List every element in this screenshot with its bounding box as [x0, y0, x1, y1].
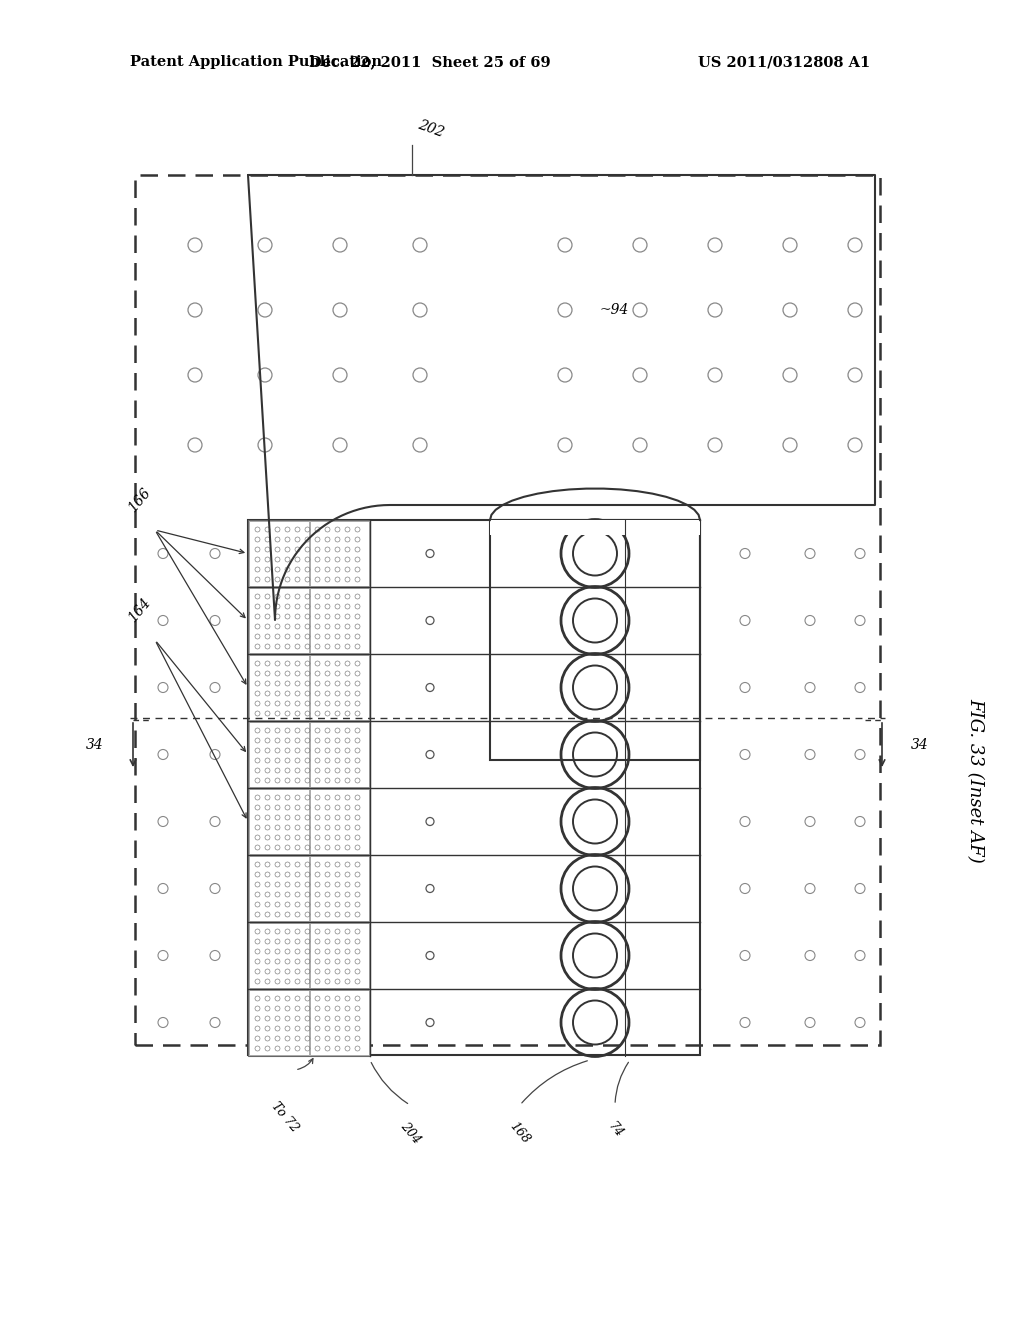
Bar	[310, 855, 369, 921]
Text: US 2011/0312808 A1: US 2011/0312808 A1	[697, 55, 870, 69]
Bar	[248, 721, 370, 788]
Bar	[248, 653, 370, 721]
Text: 168: 168	[507, 1119, 532, 1147]
Bar	[248, 989, 370, 1056]
Text: 166: 166	[126, 486, 154, 515]
Text: Dec. 22, 2011  Sheet 25 of 69: Dec. 22, 2011 Sheet 25 of 69	[309, 55, 551, 69]
Text: 34: 34	[86, 738, 103, 752]
Bar	[249, 990, 309, 1055]
Bar	[248, 520, 700, 1055]
Text: 202: 202	[416, 117, 445, 140]
Bar	[249, 655, 309, 719]
Bar	[249, 722, 309, 787]
Text: 74: 74	[605, 1119, 625, 1140]
Bar	[249, 587, 309, 653]
Text: ~94: ~94	[600, 304, 630, 317]
Text: To 72: To 72	[269, 1100, 301, 1135]
Text: 34: 34	[911, 738, 929, 752]
Bar	[249, 923, 309, 987]
Bar	[249, 855, 309, 921]
Bar	[135, 176, 880, 1045]
Bar	[248, 921, 370, 989]
Bar	[310, 923, 369, 987]
Bar	[248, 520, 370, 587]
Bar	[490, 520, 700, 760]
Bar	[249, 521, 309, 586]
Bar	[310, 655, 369, 719]
Bar	[310, 990, 369, 1055]
Text: 204: 204	[397, 1119, 423, 1147]
Bar	[490, 520, 700, 535]
Bar	[248, 855, 370, 921]
Text: 164: 164	[126, 595, 154, 624]
Bar	[310, 521, 369, 586]
Bar	[248, 788, 370, 855]
Bar	[310, 587, 369, 653]
Text: FIG. 33 (Inset AF): FIG. 33 (Inset AF)	[966, 698, 984, 862]
Bar	[249, 789, 309, 854]
Bar	[310, 722, 369, 787]
Bar	[310, 789, 369, 854]
Bar	[248, 587, 370, 653]
Text: Patent Application Publication: Patent Application Publication	[130, 55, 382, 69]
